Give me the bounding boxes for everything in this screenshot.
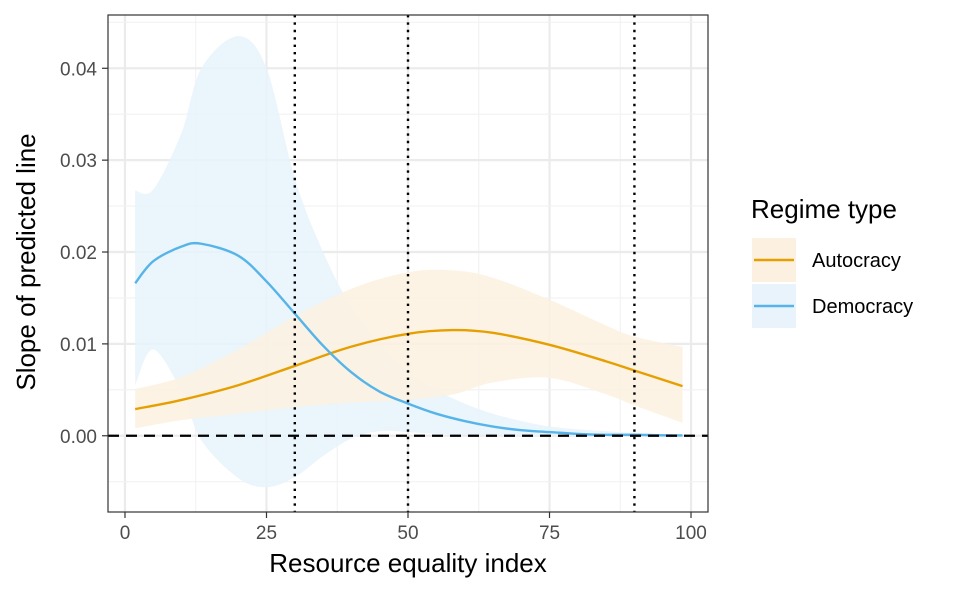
y-tick-label: 0.01 <box>60 335 97 356</box>
line-autocracy <box>134 328 683 411</box>
x-tick-label: 100 <box>675 523 707 544</box>
x-axis-title: Resource equality index <box>269 548 547 578</box>
y-tick-label: 0.00 <box>60 427 97 448</box>
x-tick-label: 75 <box>539 523 560 544</box>
legend-label-autocracy: Autocracy <box>812 250 901 272</box>
reference-lines <box>108 15 708 512</box>
y-tick-label: 0.02 <box>60 243 97 264</box>
legend: Regime type Autocracy Democracy <box>751 194 913 328</box>
x-tick-label: 25 <box>256 523 277 544</box>
y-tick-label: 0.04 <box>60 59 97 80</box>
legend-title: Regime type <box>751 194 897 224</box>
x-tick-label: 0 <box>120 523 131 544</box>
x-tick-label: 50 <box>397 523 418 544</box>
axes: 0 25 50 75 100 0.00 0.01 0.02 0.03 0.04 <box>60 59 707 544</box>
y-axis-title: Slope of predicted line <box>11 133 41 390</box>
y-tick-label: 0.03 <box>60 151 97 172</box>
legend-label-democracy: Democracy <box>812 296 913 318</box>
legend-items: Autocracy Democracy <box>752 238 913 328</box>
